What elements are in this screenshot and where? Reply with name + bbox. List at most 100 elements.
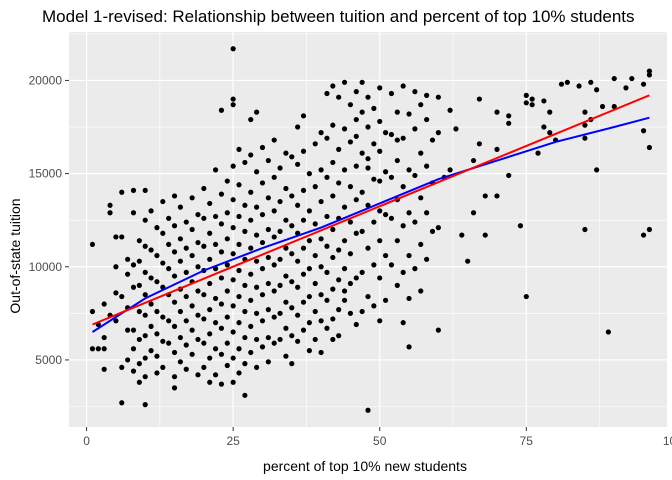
data-point-307 — [336, 247, 342, 253]
data-point-348 — [371, 176, 377, 182]
data-point-189 — [248, 271, 254, 277]
data-point-16 — [119, 189, 125, 195]
data-point-40 — [142, 187, 148, 193]
data-point-363 — [382, 252, 389, 259]
data-point-22 — [125, 271, 131, 277]
data-point-387 — [412, 89, 418, 95]
data-point-147 — [224, 210, 230, 216]
data-point-212 — [265, 226, 271, 233]
data-point-325 — [353, 89, 359, 95]
data-point-112 — [195, 372, 201, 378]
data-point-138 — [218, 191, 225, 197]
data-point-340 — [365, 124, 371, 130]
data-point-99 — [189, 195, 195, 201]
data-point-185 — [248, 152, 254, 158]
data-point-38 — [136, 361, 142, 367]
data-point-103 — [189, 303, 195, 309]
data-point-323 — [347, 280, 354, 287]
data-point-69 — [160, 364, 166, 370]
data-point-421 — [506, 172, 512, 179]
data-point-162 — [230, 303, 236, 309]
minor-gridlines — [69, 32, 667, 427]
y-tick-label-1: 10000 — [29, 260, 63, 274]
data-point-326 — [353, 133, 359, 139]
data-point-169 — [236, 241, 242, 248]
data-point-380 — [400, 320, 406, 326]
data-point-375 — [400, 83, 406, 89]
data-point-20 — [119, 400, 125, 406]
data-point-228 — [277, 228, 283, 234]
data-point-171 — [236, 293, 242, 300]
data-point-301 — [330, 286, 336, 292]
data-point-70 — [166, 215, 172, 221]
data-point-25 — [125, 357, 131, 363]
data-point-91 — [177, 359, 183, 365]
data-point-461 — [459, 232, 465, 238]
data-point-13 — [113, 264, 119, 270]
data-point-253 — [295, 258, 301, 264]
data-point-71 — [166, 241, 172, 248]
x-tick-label-1: 25 — [226, 434, 240, 448]
data-point-251 — [295, 202, 301, 208]
data-point-281 — [318, 198, 324, 205]
data-point-371 — [394, 157, 400, 164]
data-point-51 — [148, 247, 154, 253]
data-point-366 — [388, 131, 395, 138]
data-point-120 — [201, 364, 207, 370]
smooth-fit-line — [91, 116, 650, 333]
data-point-42 — [142, 243, 148, 249]
data-point-464 — [365, 156, 371, 162]
data-point-80 — [171, 299, 178, 305]
data-point-418 — [494, 146, 500, 152]
data-point-297 — [330, 159, 336, 166]
data-point-184 — [248, 116, 254, 123]
data-point-288 — [324, 135, 330, 141]
data-point-262 — [300, 271, 307, 277]
data-point-349 — [371, 219, 377, 225]
data-point-47 — [142, 355, 148, 361]
data-point-254 — [295, 284, 301, 290]
data-point-441 — [605, 329, 611, 335]
data-point-406 — [435, 130, 441, 136]
y-tick-label-3: 20000 — [29, 73, 63, 87]
y-tick-label-2: 15000 — [29, 167, 63, 181]
data-point-44 — [142, 292, 148, 298]
data-point-89 — [177, 308, 183, 315]
data-point-249 — [295, 124, 301, 130]
data-point-141 — [218, 275, 225, 281]
data-point-250 — [295, 161, 301, 167]
data-point-312 — [341, 126, 348, 132]
data-point-205 — [259, 239, 266, 246]
data-point-311 — [341, 79, 348, 85]
data-point-409 — [447, 107, 453, 113]
data-point-101 — [189, 252, 195, 259]
data-point-118 — [201, 316, 207, 322]
data-point-310 — [336, 333, 342, 339]
data-point-317 — [341, 297, 348, 303]
data-point-315 — [341, 238, 348, 244]
data-point-272 — [312, 141, 318, 147]
data-point-227 — [277, 198, 283, 205]
data-point-77 — [171, 223, 178, 229]
data-point-32 — [130, 368, 137, 374]
data-point-293 — [324, 297, 330, 303]
data-point-346 — [371, 105, 377, 111]
data-point-124 — [207, 280, 213, 287]
data-point-451 — [646, 68, 653, 74]
y-axis-ticks: 5000 10000 15000 20000 — [29, 73, 69, 367]
data-point-150 — [224, 288, 230, 294]
data-point-198 — [254, 284, 260, 290]
data-point-265 — [306, 171, 312, 177]
data-point-188 — [248, 245, 254, 251]
data-point-423 — [523, 100, 529, 106]
data-point-347 — [371, 141, 377, 147]
data-point-27 — [130, 210, 137, 216]
data-point-343 — [365, 245, 371, 251]
data-point-382 — [406, 167, 412, 173]
data-point-195 — [254, 204, 260, 210]
data-point-98 — [183, 366, 189, 372]
data-point-390 — [412, 219, 418, 225]
data-point-95 — [183, 293, 189, 300]
data-point-172 — [236, 320, 242, 326]
data-point-364 — [382, 297, 389, 303]
